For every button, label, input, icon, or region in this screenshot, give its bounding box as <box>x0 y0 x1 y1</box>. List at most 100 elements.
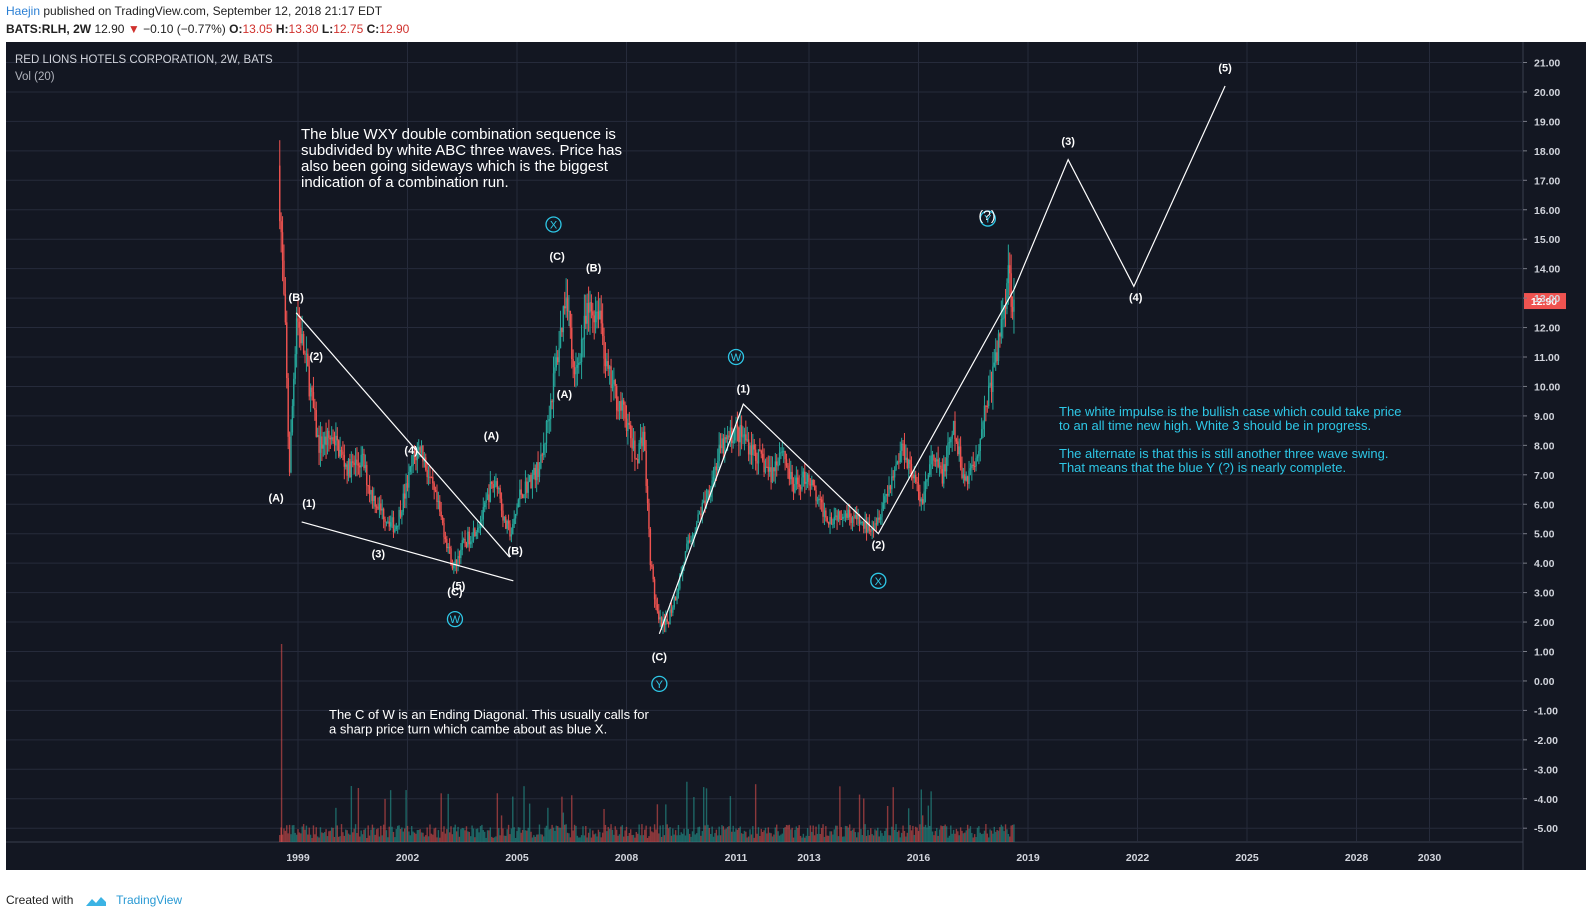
candle-body <box>886 493 889 496</box>
volume-bar <box>562 812 565 842</box>
volume-bar <box>468 831 470 842</box>
volume-bar <box>763 830 765 842</box>
volume-bar <box>809 825 812 842</box>
volume-bar <box>392 831 395 842</box>
candle-body <box>813 485 816 491</box>
candle-body <box>356 459 358 464</box>
candle-body <box>401 511 403 517</box>
volume-bar <box>382 824 385 842</box>
candle-body <box>280 221 282 233</box>
candle-body <box>496 481 499 489</box>
wave-line <box>658 288 1015 635</box>
candle-body <box>551 400 553 403</box>
price-chart[interactable]: (B)(2)(A) (1)(3)(4)(5)(C)(A)(B)(C)(B)(A)(… <box>6 42 1586 870</box>
candle-body <box>951 434 953 439</box>
candle-body <box>792 483 795 493</box>
volume-bar <box>279 835 281 842</box>
volume-bar <box>760 828 762 842</box>
volume-bar <box>756 833 758 842</box>
candle-body <box>858 515 861 524</box>
candle-body <box>812 479 814 486</box>
circle-label-text: W <box>731 352 742 364</box>
volume-bar <box>853 828 855 842</box>
volume-bar <box>295 834 298 842</box>
candle-body <box>952 420 955 435</box>
candle-body <box>600 310 602 324</box>
volume-bar <box>298 832 301 842</box>
candle-body <box>601 323 604 337</box>
volume-bar <box>923 826 925 842</box>
volume-bar <box>972 837 974 842</box>
author-link[interactable]: Haejin <box>6 4 41 18</box>
candle-body <box>451 565 454 569</box>
volume-bar <box>708 827 711 842</box>
candle-body <box>300 327 302 344</box>
volume-bar <box>993 826 996 842</box>
candle-body <box>907 459 910 469</box>
candle-body <box>408 471 410 488</box>
candle-body <box>659 617 661 620</box>
candle-body <box>878 517 880 520</box>
candle-body <box>834 515 837 517</box>
tradingview-link[interactable]: TradingView <box>116 893 183 907</box>
candle-body <box>528 475 531 482</box>
y-tick-label: -5.00 <box>1534 823 1558 835</box>
close-value: 12.90 <box>379 22 410 36</box>
candle-body <box>307 353 309 367</box>
candle-body <box>610 366 612 388</box>
volume-bar <box>947 837 949 842</box>
candle-body <box>510 534 513 537</box>
candle-body <box>955 439 958 442</box>
candle-body <box>1004 305 1007 309</box>
candle-body <box>396 525 399 527</box>
volume-bar <box>294 832 296 842</box>
candle-body <box>871 527 873 531</box>
volume-bar <box>731 831 733 842</box>
volume-bar <box>868 835 871 842</box>
volume-bar <box>735 828 737 842</box>
candle-body <box>564 306 566 309</box>
candle-body <box>930 455 932 465</box>
circle-label-text: X <box>550 219 558 231</box>
volume-bar <box>791 827 793 842</box>
candle-body <box>621 400 623 411</box>
volume-bar <box>537 834 539 842</box>
candle-body <box>781 451 784 453</box>
candle-body <box>725 437 727 440</box>
candle-body <box>938 465 941 467</box>
candle-body <box>735 424 737 429</box>
volume-bar <box>856 837 858 842</box>
candle-body <box>592 311 594 316</box>
volume-bar <box>750 834 753 842</box>
volume-bar <box>315 827 317 842</box>
volume-bar <box>764 827 767 842</box>
candle-body <box>902 443 904 445</box>
volume-bar <box>917 831 920 842</box>
volume-bar <box>725 828 727 842</box>
candle-body <box>954 420 956 440</box>
volume-bar <box>425 835 427 842</box>
volume-bar <box>512 796 514 842</box>
y-tick-label: 2.00 <box>1534 617 1555 629</box>
candle-body <box>561 327 563 333</box>
volume-bar <box>441 831 444 842</box>
price-axis[interactable] <box>1523 42 1586 870</box>
candle-body <box>982 422 984 430</box>
candle-body <box>363 453 365 469</box>
volume-bar <box>905 836 907 842</box>
volume-bar <box>394 837 396 842</box>
volume-bar <box>476 828 479 842</box>
candle-body <box>1006 283 1008 309</box>
candle-body <box>412 455 414 466</box>
candle-body <box>290 432 292 473</box>
wave-label: (3) <box>1061 136 1075 148</box>
candle-body <box>899 450 901 462</box>
volume-bar <box>733 831 736 842</box>
candle-body <box>790 471 792 480</box>
candle-body <box>945 457 948 472</box>
candle-body <box>583 315 586 339</box>
volume-bar <box>482 830 485 842</box>
candle-body <box>576 365 579 368</box>
annotation-right-impulse: The white impulse is the bullish case wh… <box>1059 404 1402 419</box>
candle-body <box>448 546 451 549</box>
